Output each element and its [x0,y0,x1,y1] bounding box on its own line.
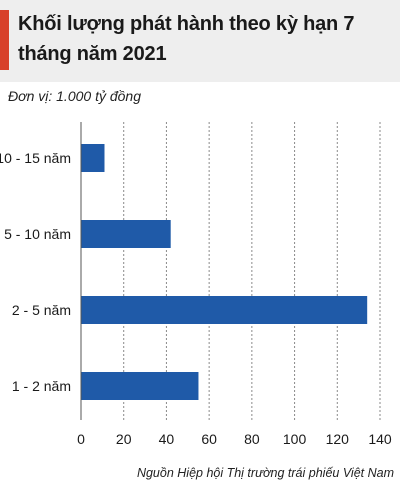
x-tick-label: 80 [244,431,260,447]
title-accent-bar [0,10,9,70]
x-tick-label: 40 [159,431,175,447]
chart-header: Khối lượng phát hành theo kỳ hạn 7 tháng… [0,0,400,82]
source-note: Nguồn Hiệp hội Thị trường trái phiếu Việ… [136,466,394,480]
x-tick-label: 0 [77,431,85,447]
category-label: 1 - 2 năm [12,378,71,394]
chart-title: Khối lượng phát hành theo kỳ hạn 7 tháng… [18,13,355,65]
category-labels: 10 - 15 năm 5 - 10 năm 2 - 5 năm 1 - 2 năm [0,150,71,394]
unit-label: Đơn vị: 1.000 tỷ đồng [8,88,141,104]
gridlines [123,122,381,420]
bars [81,144,368,400]
category-label: 2 - 5 năm [12,302,71,318]
x-tick-label: 100 [283,431,307,447]
x-tick-label: 140 [368,431,392,447]
x-tick-labels: 0 20 40 60 80 100 120 140 [77,431,392,447]
bar [81,144,105,172]
x-tick-label: 120 [326,431,350,447]
category-label: 5 - 10 năm [4,226,71,242]
x-tick-label: 20 [116,431,132,447]
bar [81,296,368,324]
category-label: 10 - 15 năm [0,150,71,166]
bar [81,220,171,248]
bar [81,372,199,400]
x-tick-label: 60 [201,431,217,447]
